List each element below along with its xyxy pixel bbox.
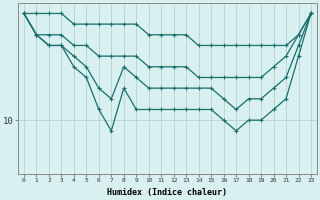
X-axis label: Humidex (Indice chaleur): Humidex (Indice chaleur)	[108, 188, 228, 197]
